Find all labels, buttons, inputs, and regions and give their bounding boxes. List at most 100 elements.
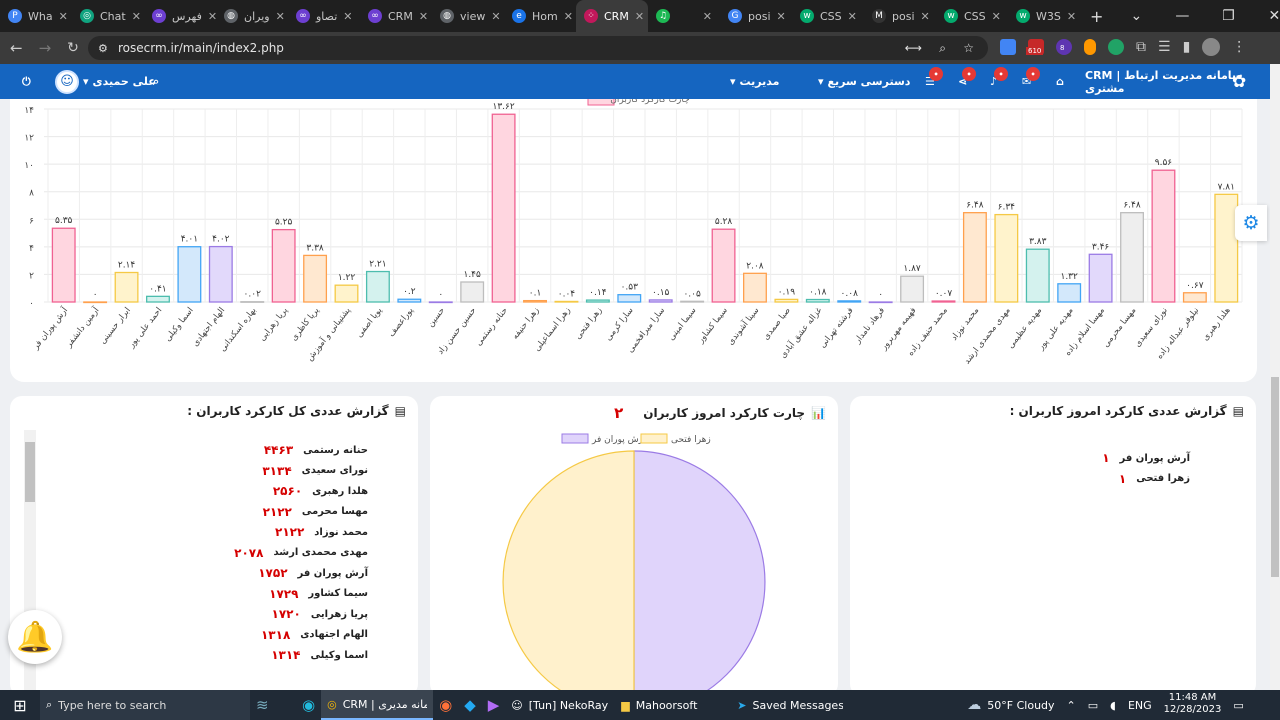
tab-close-icon[interactable]: ✕ (491, 9, 501, 23)
bar[interactable] (303, 254, 328, 303)
mail-icon[interactable]: ✉ • (1022, 64, 1040, 99)
notification-center-icon[interactable]: ▭ (1233, 698, 1244, 712)
bar[interactable] (931, 300, 956, 303)
tab-close-icon[interactable]: ✕ (634, 9, 645, 23)
bar[interactable] (146, 295, 170, 303)
vscode-icon[interactable]: ◆ (464, 696, 476, 714)
pie-slice[interactable] (502, 450, 635, 714)
bar[interactable] (1025, 248, 1050, 303)
taskbar-app-chrome[interactable]: ◎ CRM | سامانه مدیری... (321, 690, 434, 720)
tasks-icon[interactable]: ☰ • (925, 64, 943, 99)
extension-shield-icon[interactable] (1108, 39, 1124, 55)
search-icon[interactable]: ⌕ (153, 74, 160, 88)
bar[interactable] (397, 298, 422, 303)
close-window-button[interactable]: ✕ (1268, 8, 1280, 24)
extension-badge-icon[interactable]: 610 (1026, 39, 1044, 55)
bar[interactable] (1120, 212, 1144, 303)
browser-tab[interactable]: P Wha ✕ (0, 0, 72, 32)
notification-bell-icon[interactable]: 🔔 (8, 610, 62, 664)
tab-close-icon[interactable]: ✕ (275, 9, 285, 23)
bar[interactable] (648, 299, 673, 303)
tray-chevron-icon[interactable]: ⌃ (1066, 698, 1076, 712)
bar[interactable] (334, 284, 359, 303)
reload-button[interactable]: ↻ (67, 40, 79, 56)
bar[interactable] (460, 281, 485, 303)
bar[interactable] (900, 275, 925, 303)
browser-tab[interactable]: ⁘ CRM ✕ (576, 0, 648, 32)
brand-title[interactable]: CRM | سامانه مدیریت ارتباط مشتری (1085, 68, 1243, 95)
bar[interactable] (774, 298, 799, 303)
bar[interactable] (1088, 253, 1113, 303)
taskbar-search[interactable]: ⌕ Type here to search (40, 690, 250, 720)
bar[interactable] (523, 299, 547, 303)
bar[interactable] (1182, 292, 1207, 303)
tab-close-icon[interactable]: ✕ (920, 9, 930, 23)
bar[interactable] (240, 301, 265, 303)
bar[interactable] (805, 298, 830, 303)
bar[interactable] (491, 113, 516, 303)
bar[interactable] (680, 300, 705, 303)
bar[interactable] (743, 272, 767, 303)
tab-close-icon[interactable]: ✕ (131, 9, 141, 23)
translate-icon[interactable]: ⟷ (904, 41, 922, 55)
bar[interactable] (554, 300, 579, 303)
user-menu[interactable]: ☺ ▾ علی حمیدی (55, 64, 156, 99)
zoom-icon[interactable]: ⌕ (939, 40, 946, 55)
new-tab-button[interactable]: + (1090, 6, 1104, 26)
bar[interactable] (83, 301, 108, 304)
bar[interactable] (271, 228, 296, 303)
taskbar-app-folder[interactable]: ▆ Mahoorsoft (615, 690, 731, 720)
browser-tab[interactable]: ∞ فهرس ✕ (144, 0, 216, 32)
edge-icon[interactable]: ◉ (302, 696, 316, 714)
bar[interactable] (177, 246, 202, 303)
bookmark-star-icon[interactable]: ☆ (963, 41, 974, 55)
weather-widget[interactable]: ☁ 50°F Cloudy (961, 690, 1060, 720)
network-icon[interactable]: ▭ (1087, 698, 1099, 712)
tab-close-icon[interactable]: ✕ (418, 9, 429, 23)
bell-icon[interactable]: ♪ • (990, 64, 1008, 99)
pie-slice[interactable] (633, 450, 766, 714)
volume-icon[interactable]: ◖ (1110, 698, 1116, 712)
language-indicator[interactable]: ENG (1127, 698, 1152, 712)
browser-menu-icon[interactable]: ⋮ (1232, 39, 1247, 55)
bar[interactable] (617, 294, 642, 303)
minimize-button[interactable]: — (1175, 8, 1190, 24)
media-icon[interactable]: ▶ (487, 696, 500, 714)
address-bar[interactable]: ⚙ rosecrm.ir/main/index2.php ⟷ ⌕ ☆ (88, 36, 988, 60)
power-icon[interactable]: ⏻ (22, 74, 31, 88)
forward-button[interactable]: → (38, 39, 52, 57)
bar[interactable] (1214, 193, 1239, 303)
tab-close-icon[interactable]: ✕ (991, 9, 1001, 23)
settings-gear-icon[interactable]: ⚙ (1235, 205, 1267, 241)
taskbar-clock[interactable]: 11:48 AM 12/28/2023 (1158, 690, 1228, 720)
browser-tab[interactable]: e Hom ✕ (504, 0, 576, 32)
browser-tab[interactable]: ◎ Chat ✕ (72, 0, 144, 32)
bar[interactable] (208, 245, 233, 303)
maximize-button[interactable]: ❐ (1222, 8, 1235, 24)
back-button[interactable]: ← (10, 39, 23, 57)
bar[interactable] (868, 301, 893, 304)
bar[interactable] (1151, 169, 1176, 303)
firefox-icon[interactable]: ◉ (439, 696, 453, 714)
browser-tab[interactable]: ∞ تصاو ✕ (288, 0, 360, 32)
extension-purple-icon[interactable]: 8 (1056, 39, 1072, 55)
browser-tab[interactable]: ◍ view ✕ (432, 0, 504, 32)
tab-close-icon[interactable]: ✕ (343, 9, 353, 23)
bar[interactable] (114, 271, 139, 303)
browser-tab[interactable]: w CSS ✕ (792, 0, 864, 32)
page-scrollbar-thumb[interactable] (1271, 377, 1279, 577)
share-icon[interactable]: ⋖ • (958, 64, 976, 99)
taskbar-app-telegram[interactable]: ➤ Saved Messages @ ... (731, 690, 849, 720)
profile-avatar[interactable] (1202, 38, 1221, 56)
bar[interactable] (837, 300, 862, 303)
browser-tab[interactable]: ∞ CRM ✕ (360, 0, 432, 32)
extensions-puzzle-icon[interactable]: ⧉ (1136, 39, 1146, 55)
windows-start-icon[interactable]: ⊞ (13, 695, 27, 715)
bar[interactable] (585, 299, 610, 303)
tab-close-icon[interactable]: ✕ (776, 9, 786, 23)
tab-close-icon[interactable]: ✕ (847, 9, 857, 23)
browser-tab[interactable]: w CSS ✕ (936, 0, 1008, 32)
sidebar-icon[interactable]: ▮ (1182, 39, 1191, 55)
